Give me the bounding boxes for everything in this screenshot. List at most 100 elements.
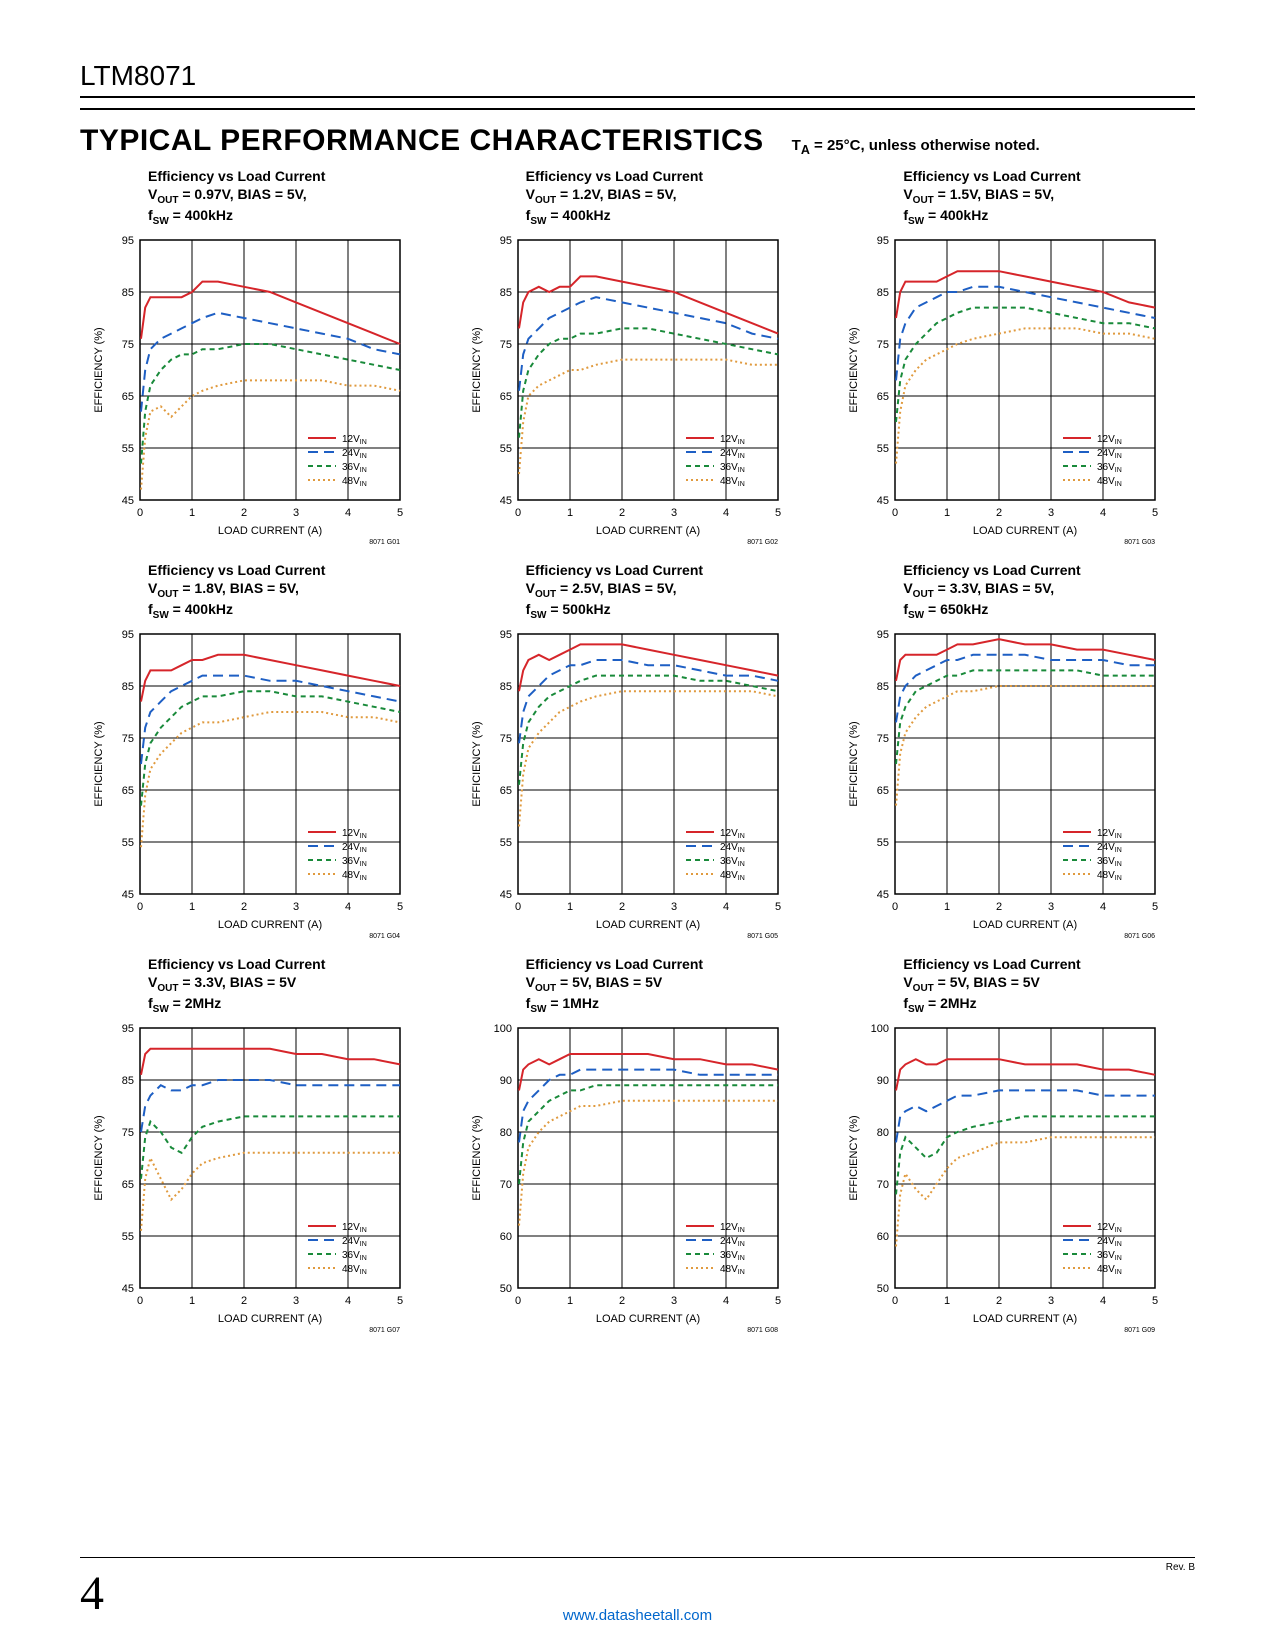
svg-text:45: 45 — [499, 889, 511, 901]
series-s24 — [519, 660, 778, 743]
svg-text:8071 G08: 8071 G08 — [747, 1327, 778, 1334]
svg-text:75: 75 — [877, 339, 889, 351]
svg-text:36VIN: 36VIN — [720, 462, 745, 474]
chart-title: Efficiency vs Load CurrentVOUT = 3.3V, B… — [148, 956, 440, 1016]
svg-text:8071 G03: 8071 G03 — [1125, 539, 1156, 546]
chart-title: Efficiency vs Load CurrentVOUT = 1.5V, B… — [903, 168, 1195, 228]
svg-text:65: 65 — [122, 1179, 134, 1191]
series-s12 — [896, 271, 1155, 318]
svg-text:60: 60 — [877, 1231, 889, 1243]
chart: 012345455565758595LOAD CURRENT (A)EFFICI… — [458, 234, 788, 550]
svg-text:EFFICIENCY (%): EFFICIENCY (%) — [93, 722, 105, 807]
svg-text:85: 85 — [877, 681, 889, 693]
svg-text:95: 95 — [499, 235, 511, 247]
svg-text:45: 45 — [122, 889, 134, 901]
svg-text:48VIN: 48VIN — [342, 870, 367, 882]
svg-text:5: 5 — [397, 901, 403, 913]
series-s36 — [141, 1117, 400, 1179]
chart: 012345455565758595LOAD CURRENT (A)EFFICI… — [835, 628, 1165, 944]
svg-text:95: 95 — [122, 235, 134, 247]
svg-text:3: 3 — [293, 1295, 299, 1307]
series-s12 — [519, 1054, 778, 1090]
svg-text:4: 4 — [723, 507, 729, 519]
section-title: TYPICAL PERFORMANCE CHARACTERISTICS — [80, 124, 764, 158]
svg-text:3: 3 — [1048, 507, 1054, 519]
svg-text:60: 60 — [499, 1231, 511, 1243]
svg-text:8071 G01: 8071 G01 — [369, 539, 400, 546]
svg-text:1: 1 — [944, 901, 950, 913]
svg-text:85: 85 — [122, 681, 134, 693]
svg-text:2: 2 — [996, 1295, 1002, 1307]
svg-text:55: 55 — [122, 1231, 134, 1243]
svg-text:48VIN: 48VIN — [1097, 476, 1122, 488]
svg-text:48VIN: 48VIN — [720, 476, 745, 488]
chart: 012345455565758595LOAD CURRENT (A)EFFICI… — [80, 1022, 410, 1338]
svg-text:2: 2 — [241, 1295, 247, 1307]
svg-text:0: 0 — [137, 507, 143, 519]
svg-text:4: 4 — [1100, 507, 1106, 519]
svg-text:12VIN: 12VIN — [1097, 828, 1122, 840]
svg-text:95: 95 — [877, 235, 889, 247]
page-footer: Rev. B 4 www.datasheetall.com — [80, 1557, 1195, 1624]
chart-cell: Efficiency vs Load CurrentVOUT = 1.8V, B… — [80, 562, 440, 944]
chart-cell: Efficiency vs Load CurrentVOUT = 5V, BIA… — [458, 956, 818, 1338]
svg-text:2: 2 — [619, 1295, 625, 1307]
svg-text:3: 3 — [1048, 1295, 1054, 1307]
footer-link[interactable]: www.datasheetall.com — [80, 1607, 1195, 1624]
svg-text:2: 2 — [241, 901, 247, 913]
svg-text:95: 95 — [499, 629, 511, 641]
svg-text:2: 2 — [619, 507, 625, 519]
svg-text:24VIN: 24VIN — [342, 842, 367, 854]
svg-text:80: 80 — [499, 1127, 511, 1139]
svg-text:8071 G07: 8071 G07 — [369, 1327, 400, 1334]
svg-text:45: 45 — [122, 495, 134, 507]
svg-text:12VIN: 12VIN — [342, 434, 367, 446]
svg-text:12VIN: 12VIN — [342, 1222, 367, 1234]
chart: 0123455060708090100LOAD CURRENT (A)EFFIC… — [835, 1022, 1165, 1338]
svg-text:48VIN: 48VIN — [720, 1264, 745, 1276]
svg-text:EFFICIENCY (%): EFFICIENCY (%) — [471, 722, 483, 807]
series-s36 — [141, 691, 400, 805]
svg-text:75: 75 — [499, 733, 511, 745]
svg-text:4: 4 — [345, 507, 351, 519]
chart-cell: Efficiency vs Load CurrentVOUT = 1.2V, B… — [458, 168, 818, 550]
svg-text:36VIN: 36VIN — [342, 1250, 367, 1262]
series-s12 — [141, 1049, 400, 1075]
svg-text:2: 2 — [996, 901, 1002, 913]
svg-text:3: 3 — [671, 1295, 677, 1307]
svg-text:5: 5 — [1152, 1295, 1158, 1307]
svg-text:2: 2 — [996, 507, 1002, 519]
chart: 012345455565758595LOAD CURRENT (A)EFFICI… — [458, 628, 788, 944]
revision: Rev. B — [80, 1562, 1195, 1573]
svg-text:48VIN: 48VIN — [1097, 1264, 1122, 1276]
series-s24 — [519, 1070, 778, 1143]
svg-text:3: 3 — [293, 901, 299, 913]
svg-text:0: 0 — [515, 901, 521, 913]
svg-text:1: 1 — [944, 1295, 950, 1307]
svg-text:24VIN: 24VIN — [342, 448, 367, 460]
svg-text:65: 65 — [122, 391, 134, 403]
svg-text:8071 G09: 8071 G09 — [1125, 1327, 1156, 1334]
chart-cell: Efficiency vs Load CurrentVOUT = 3.3V, B… — [835, 562, 1195, 944]
svg-text:24VIN: 24VIN — [342, 1236, 367, 1248]
svg-text:24VIN: 24VIN — [720, 1236, 745, 1248]
chart-cell: Efficiency vs Load CurrentVOUT = 3.3V, B… — [80, 956, 440, 1338]
svg-text:55: 55 — [877, 837, 889, 849]
series-s48 — [141, 1153, 400, 1231]
svg-text:95: 95 — [877, 629, 889, 641]
svg-text:1: 1 — [567, 901, 573, 913]
svg-text:0: 0 — [515, 507, 521, 519]
svg-text:0: 0 — [515, 1295, 521, 1307]
svg-text:85: 85 — [122, 287, 134, 299]
svg-text:85: 85 — [499, 681, 511, 693]
series-s48 — [519, 691, 778, 826]
svg-text:12VIN: 12VIN — [1097, 1222, 1122, 1234]
svg-text:0: 0 — [137, 901, 143, 913]
svg-text:100: 100 — [493, 1023, 511, 1035]
svg-text:65: 65 — [499, 785, 511, 797]
chart: 012345455565758595LOAD CURRENT (A)EFFICI… — [80, 628, 410, 944]
svg-text:4: 4 — [345, 901, 351, 913]
chart-title: Efficiency vs Load CurrentVOUT = 3.3V, B… — [903, 562, 1195, 622]
svg-text:0: 0 — [137, 1295, 143, 1307]
svg-text:70: 70 — [499, 1179, 511, 1191]
